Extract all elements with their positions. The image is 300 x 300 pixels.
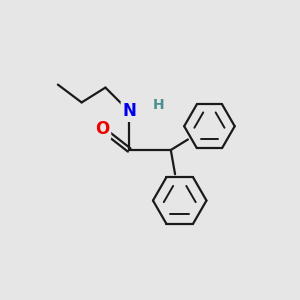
Text: H: H	[153, 98, 165, 112]
Text: N: N	[122, 102, 136, 120]
Text: O: O	[95, 120, 110, 138]
